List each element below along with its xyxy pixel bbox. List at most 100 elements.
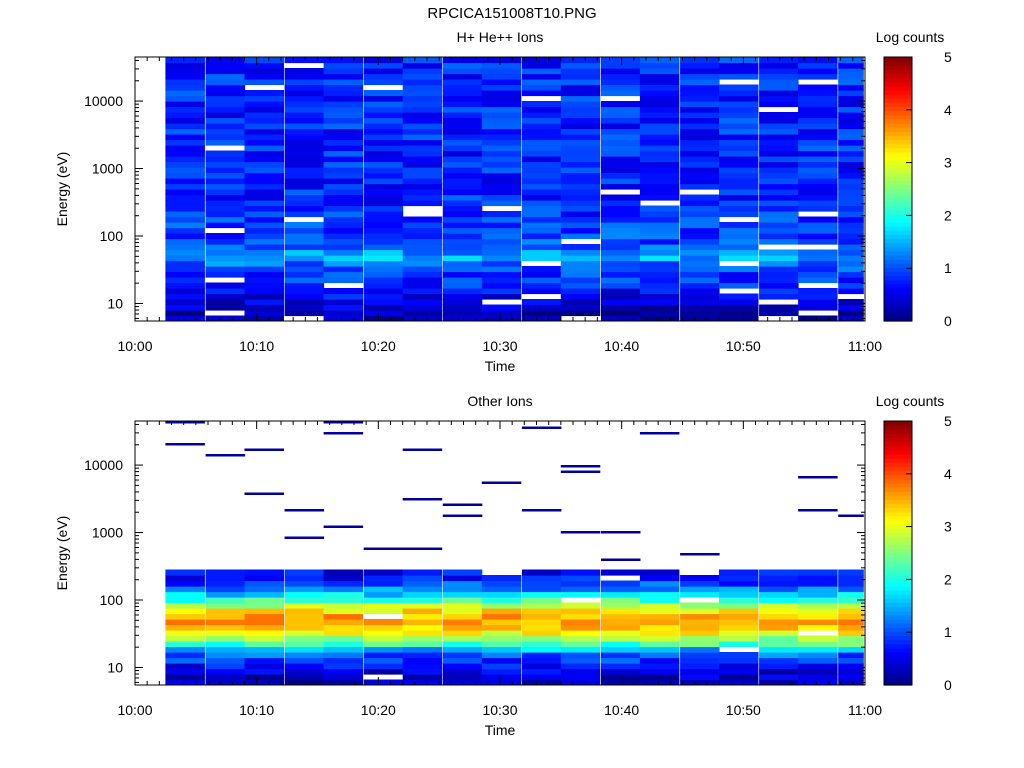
heatmap-cell (363, 194, 404, 201)
heatmap-cell (442, 514, 483, 517)
heatmap-cell (165, 608, 205, 615)
heatmap-cell (284, 79, 325, 86)
heatmap-cell (719, 282, 759, 289)
heatmap-cell (481, 172, 522, 179)
heatmap-cell (759, 608, 799, 615)
heatmap-cell (838, 282, 864, 289)
heatmap-cell (521, 586, 562, 593)
heatmap-cell (284, 205, 325, 212)
heatmap-cell (323, 597, 364, 604)
heatmap-cell (402, 674, 443, 681)
heatmap-cell (244, 492, 284, 495)
heatmap-cell (284, 117, 325, 124)
heatmap-cell (402, 62, 443, 69)
heatmap-cell (442, 260, 483, 267)
heatmap-cell (284, 150, 325, 157)
heatmap-cell (798, 95, 838, 102)
heatmap-cell (838, 227, 864, 234)
heatmap-cell (284, 260, 325, 267)
heatmap-cell (719, 619, 759, 626)
heatmap-cell (165, 299, 205, 306)
heatmap-cell (205, 282, 246, 289)
y-tick-label: 1000 (92, 525, 123, 541)
heatmap-cell (442, 663, 483, 670)
x-tick-label: 10:50 (726, 702, 761, 718)
heatmap-cell (481, 106, 522, 113)
heatmap-cell (560, 293, 601, 300)
heatmap-cell (363, 73, 404, 80)
heatmap-cell (639, 646, 680, 653)
heatmap-cell (363, 189, 404, 196)
heatmap-cell (165, 668, 205, 675)
heatmap-cell (639, 271, 680, 278)
heatmap-cell (798, 68, 838, 75)
heatmap-cell (759, 657, 799, 664)
heatmap-cell (244, 123, 284, 130)
colorbar-segment (884, 614, 912, 620)
heatmap-cell (442, 90, 483, 97)
heatmap-cell (838, 304, 864, 311)
heatmap-cell (798, 216, 838, 223)
heatmap-cell (521, 663, 562, 670)
heatmap-cell (719, 635, 759, 642)
heatmap-cell (402, 602, 443, 609)
heatmap-cell (244, 299, 284, 306)
heatmap-cell (402, 117, 443, 124)
heatmap-cell (481, 211, 522, 218)
heatmap-cell (323, 117, 364, 124)
heatmap-cell (759, 101, 799, 108)
heatmap-cell (798, 233, 838, 240)
heatmap-cell (759, 619, 799, 626)
heatmap-cell (838, 95, 864, 102)
heatmap-cell (402, 200, 443, 207)
heatmap-cell (165, 310, 205, 317)
heatmap-cell (284, 646, 325, 653)
heatmap-cell (719, 156, 759, 163)
heatmap-cell (759, 139, 799, 146)
heatmap-cell (323, 57, 364, 64)
heatmap-cell (165, 249, 205, 256)
heatmap-cell (402, 282, 443, 289)
heatmap-cell (205, 663, 246, 670)
heatmap-cell (363, 106, 404, 113)
heatmap-cell (759, 233, 799, 240)
heatmap-cell (719, 123, 759, 130)
heatmap-cell (363, 646, 404, 653)
heatmap-cell (363, 123, 404, 130)
heatmap-cell (323, 194, 364, 201)
heatmap-cell (680, 139, 720, 146)
heatmap-cell (323, 266, 364, 273)
heatmap-cell (165, 90, 205, 97)
colorbar-segment (884, 172, 912, 178)
heatmap-cell (363, 205, 404, 212)
heatmap-cell (521, 580, 562, 587)
heatmap-cell (363, 79, 404, 86)
heatmap-cell (798, 613, 838, 620)
heatmap-cell (719, 183, 759, 190)
heatmap-cell (205, 178, 246, 185)
heatmap-cell (205, 150, 246, 157)
heatmap-cell (481, 216, 522, 223)
heatmap-cell (205, 619, 246, 626)
colorbar-segment (884, 515, 912, 521)
heatmap-cell (284, 630, 325, 637)
heatmap-cell (521, 635, 562, 642)
heatmap-cell (798, 200, 838, 207)
colorbar-segment (884, 610, 912, 616)
colorbar-segment (884, 81, 912, 87)
heatmap-cell (165, 641, 205, 648)
heatmap-cell (521, 90, 562, 97)
heatmap-cell (442, 95, 483, 102)
heatmap-cell (363, 216, 404, 223)
colorbar-segment (884, 495, 912, 500)
heatmap-cell (560, 580, 601, 587)
heatmap-cell (521, 73, 562, 80)
colorbar-tick-label: 4 (944, 102, 952, 118)
heatmap-cell (560, 569, 601, 576)
heatmap-cell (601, 68, 641, 75)
heatmap-cells (165, 57, 864, 321)
heatmap-cell (759, 277, 799, 284)
heatmap-cell (165, 106, 205, 113)
heatmap-cell (165, 586, 205, 593)
heatmap-cell (838, 569, 864, 576)
